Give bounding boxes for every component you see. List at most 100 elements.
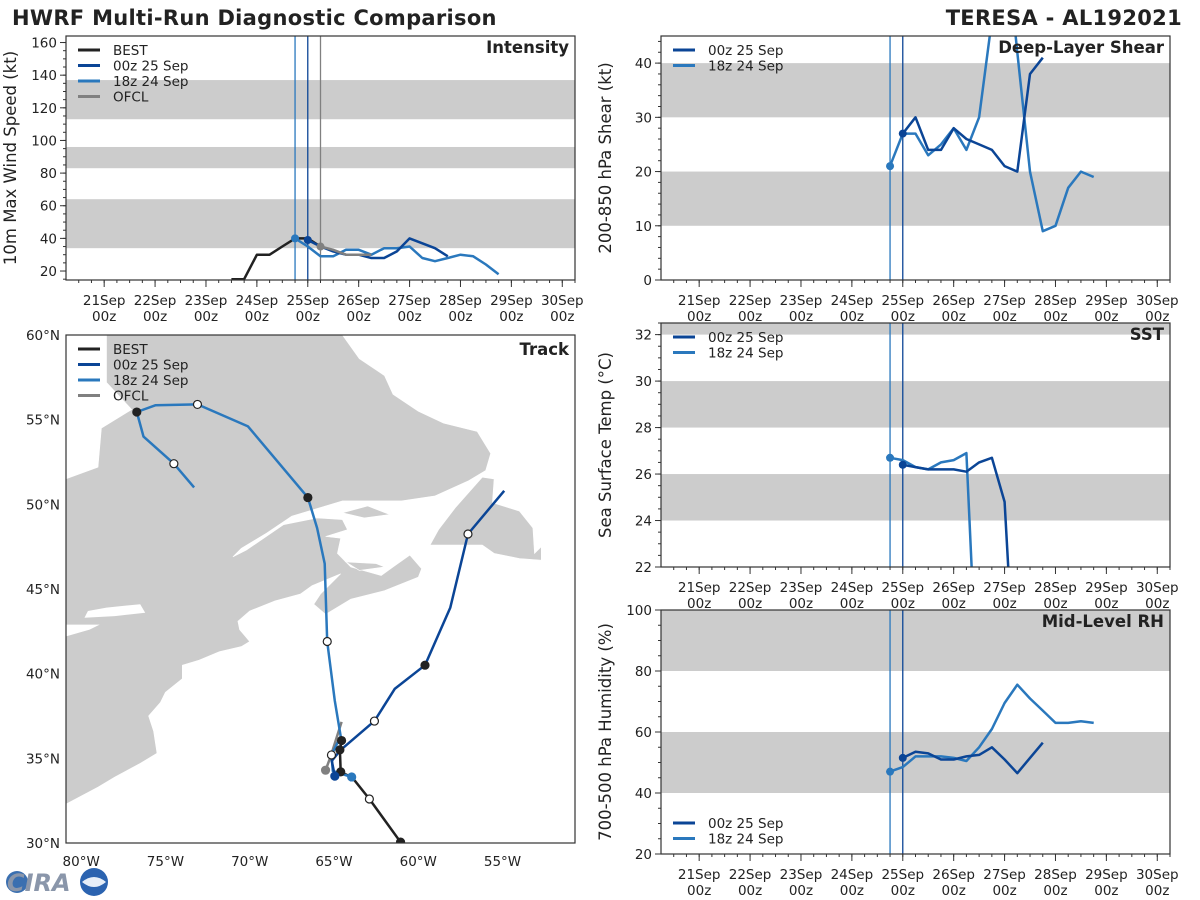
logo-text: CIRA (7, 869, 71, 897)
storm-title: TERESA - AL192021 (945, 6, 1182, 30)
legend-label: 18z 24 Sep (708, 59, 783, 75)
lon-tick-label: 80°W (63, 854, 100, 870)
x-tick-sublabel: 00z (1094, 596, 1118, 612)
x-tick-label: 29Sep (1085, 867, 1128, 883)
lat-tick-label: 40°N (26, 667, 60, 683)
x-tick-label: 26Sep (932, 580, 975, 596)
x-tick-sublabel: 00z (245, 309, 269, 325)
y-tick-label: 160 (31, 36, 57, 52)
panel-sst: 22242628303221Sep00z22Sep00z23Sep00z24Se… (596, 322, 1179, 612)
x-tick-label: 26Sep (932, 293, 975, 309)
y-axis-label: 10m Max Wind Speed (kt) (1, 51, 20, 265)
x-tick-label: 26Sep (932, 867, 975, 883)
series-start-marker (886, 453, 895, 462)
series-start-marker (898, 753, 907, 762)
panel-title: SST (1130, 325, 1165, 344)
series-start-marker (898, 129, 907, 138)
x-tick-sublabel: 00z (789, 883, 813, 899)
y-tick-label: 140 (31, 68, 57, 84)
track-point-marker (395, 837, 406, 843)
x-tick-sublabel: 00z (1094, 883, 1118, 899)
series-start-marker (886, 767, 895, 776)
x-tick-sublabel: 00z (942, 309, 966, 325)
series-line-00z-25-Sep (901, 56, 1044, 173)
y-axis-label: Sea Surface Temp (°C) (596, 352, 615, 538)
land-polygon (342, 505, 390, 519)
x-tick-sublabel: 00z (789, 596, 813, 612)
y-tick-label: 80 (40, 166, 57, 182)
land-polygon (344, 561, 386, 571)
lon-tick-label: 75°W (147, 854, 184, 870)
x-tick-sublabel: 00z (1043, 883, 1067, 899)
legend-label: BEST (113, 342, 148, 358)
series-start-marker (303, 236, 312, 245)
track-point-marker (132, 407, 142, 417)
x-tick-sublabel: 00z (992, 883, 1016, 899)
x-tick-sublabel: 00z (1145, 309, 1169, 325)
y-tick-label: 60 (635, 725, 652, 741)
x-tick-label: 30Sep (1136, 293, 1179, 309)
x-tick-sublabel: 00z (143, 309, 167, 325)
series-start-marker (898, 460, 907, 469)
track-point-marker (303, 492, 313, 503)
y-tick-label: 28 (635, 421, 652, 437)
panel-rh: 2040608010021Sep00z22Sep00z23Sep00z24Sep… (596, 603, 1179, 899)
map-area (66, 335, 542, 843)
x-tick-label: 23Sep (780, 867, 823, 883)
shaded-band (661, 732, 1170, 793)
x-tick-sublabel: 00z (397, 309, 421, 325)
series-line-18z-24-Sep (889, 683, 1094, 773)
legend-label: BEST (113, 43, 148, 59)
legend-label: OFCL (113, 90, 149, 106)
track-point-marker (347, 772, 357, 782)
x-tick-label: 28Sep (439, 293, 482, 309)
x-tick-label: 29Sep (1085, 580, 1128, 596)
track-point-marker (420, 660, 430, 670)
plot-area (661, 36, 1170, 280)
panel-title: Intensity (486, 38, 569, 57)
legend-label: 00z 25 Sep (708, 816, 783, 832)
x-tick-sublabel: 00z (891, 883, 915, 899)
y-tick-label: 32 (635, 328, 652, 344)
x-tick-sublabel: 00z (687, 883, 711, 899)
logo-globe-icon (6, 871, 28, 893)
track-line-BEST (338, 740, 402, 843)
y-tick-label: 40 (635, 786, 652, 802)
track-point-marker (463, 529, 473, 539)
x-tick-sublabel: 00z (550, 309, 574, 325)
x-tick-sublabel: 00z (840, 883, 864, 899)
track-point-marker (369, 716, 380, 726)
lat-tick-label: 35°N (26, 751, 60, 767)
lon-tick-label: 70°W (231, 854, 268, 870)
x-tick-sublabel: 00z (891, 596, 915, 612)
x-tick-sublabel: 00z (738, 883, 762, 899)
y-tick-label: 100 (626, 603, 652, 619)
series-line-00z-25-Sep (902, 456, 1010, 567)
x-tick-label: 28Sep (1034, 580, 1077, 596)
x-tick-label: 30Sep (1136, 580, 1179, 596)
panel-intensity: 2040608010012014016021Sep00z22Sep00z23Se… (1, 35, 584, 325)
x-tick-sublabel: 00z (347, 309, 371, 325)
x-tick-sublabel: 00z (448, 309, 472, 325)
track-point-marker (192, 399, 203, 410)
shaded-band (661, 323, 1170, 335)
x-tick-sublabel: 00z (738, 596, 762, 612)
track-point-marker (322, 636, 332, 647)
panel-title: Deep-Layer Shear (998, 38, 1165, 57)
lon-tick-label: 55°W (484, 854, 521, 870)
x-tick-label: 22Sep (134, 293, 177, 309)
axes-frame (65, 334, 576, 844)
x-tick-label: 21Sep (678, 293, 721, 309)
x-tick-label: 22Sep (729, 293, 772, 309)
lat-tick-label: 45°N (26, 582, 60, 598)
y-tick-label: 30 (635, 374, 652, 390)
x-tick-label: 27Sep (983, 580, 1026, 596)
lat-tick-label: 60°N (26, 328, 60, 344)
shaded-band (661, 63, 1170, 118)
x-tick-label: 24Sep (831, 293, 874, 309)
land-polygon (66, 335, 492, 805)
shaded-band (661, 171, 1170, 226)
x-tick-sublabel: 00z (992, 309, 1016, 325)
x-tick-label: 24Sep (831, 580, 874, 596)
x-tick-label: 24Sep (831, 867, 874, 883)
